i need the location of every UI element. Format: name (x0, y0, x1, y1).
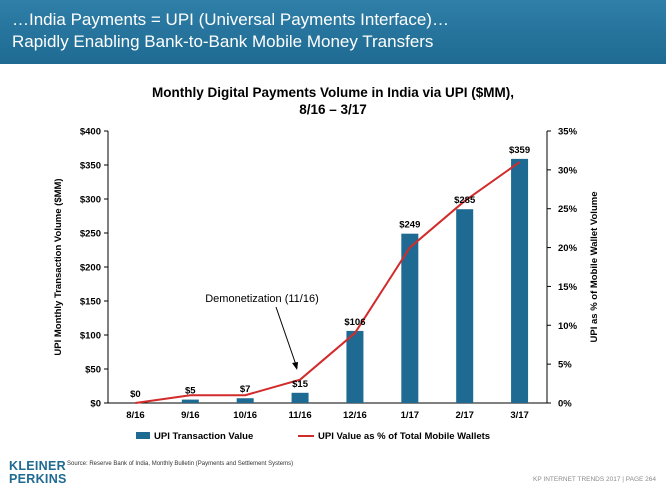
slide-header: …India Payments = UPI (Universal Payment… (0, 0, 666, 64)
y-tick-label: $100 (80, 331, 101, 342)
x-tick-label: 1/17 (401, 410, 420, 421)
y2-tick-label: 5% (558, 360, 572, 371)
x-tick-label: 10/16 (233, 410, 257, 421)
slide-title-line-2: Rapidly Enabling Bank-to-Bank Mobile Mon… (12, 32, 434, 51)
x-tick-label: 8/16 (126, 410, 145, 421)
line-series (135, 161, 521, 404)
chart-title: Monthly Digital Payments Volume in India… (151, 85, 515, 100)
annotation-arrow-head (292, 362, 299, 370)
bar-data-label: $5 (185, 386, 196, 397)
y-tick-label: $150 (80, 297, 101, 308)
y2-axis-title: UPI as % of Mobile Wallet Volume (589, 192, 600, 343)
bar (511, 158, 529, 403)
bar-data-label: $359 (509, 145, 530, 156)
slide-title-line-1: …India Payments = UPI (Universal Payment… (12, 10, 449, 29)
legend-bar-label: UPI Transaction Value (154, 431, 253, 442)
y-tick-label: $400 (80, 127, 101, 138)
y-tick-label: $50 (85, 365, 101, 376)
bar (291, 392, 309, 403)
source-note: Source: Reserve Bank of India, Monthly B… (67, 461, 294, 467)
y-axis-title: UPI Monthly Transaction Volume ($MM) (53, 178, 64, 355)
x-tick-label: 11/16 (288, 410, 311, 421)
y2-tick-label: 0% (558, 399, 572, 410)
legend-line-label: UPI Value as % of Total Mobile Wallets (318, 431, 490, 442)
bar-data-label: $0 (130, 389, 141, 400)
legend-bar-swatch (136, 432, 150, 439)
bar-data-label: $7 (240, 384, 251, 395)
bar (346, 330, 364, 403)
y2-tick-label: 25% (558, 204, 578, 215)
bar (236, 398, 254, 403)
logo-line-1: KLEINER (9, 459, 66, 473)
x-tick-label: 9/16 (181, 410, 200, 421)
bar (181, 399, 199, 403)
bar (401, 233, 419, 403)
y-tick-label: $300 (80, 195, 101, 206)
y2-tick-label: 20% (558, 243, 578, 254)
x-tick-label: 12/16 (343, 410, 367, 421)
chart-subtitle: 8/16 – 3/17 (299, 102, 367, 117)
bar-data-label: $106 (344, 317, 365, 328)
y2-tick-label: 35% (558, 127, 578, 138)
y-tick-label: $200 (80, 263, 101, 274)
y2-tick-label: 10% (558, 321, 578, 332)
y2-tick-label: 30% (558, 165, 578, 176)
y-tick-label: $0 (90, 399, 101, 410)
y-tick-label: $350 (80, 161, 101, 172)
y2-tick-label: 15% (558, 282, 578, 293)
page-info: KP INTERNET TRENDS 2017 | PAGE 264 (533, 476, 656, 483)
bar-data-label: $249 (399, 220, 420, 231)
bar-data-label: $15 (292, 379, 309, 390)
x-tick-label: 2/17 (455, 410, 474, 421)
y-tick-label: $250 (80, 229, 101, 240)
bar (456, 209, 474, 403)
annotation-arrow-line (275, 306, 298, 369)
kleiner-perkins-logo: KLEINER PERKINS (9, 460, 67, 486)
bar-data-label: $285 (454, 195, 476, 206)
x-tick-label: 3/17 (510, 410, 529, 421)
logo-line-2: PERKINS (9, 472, 67, 486)
annotation-label: Demonetization (11/16) (205, 293, 319, 305)
